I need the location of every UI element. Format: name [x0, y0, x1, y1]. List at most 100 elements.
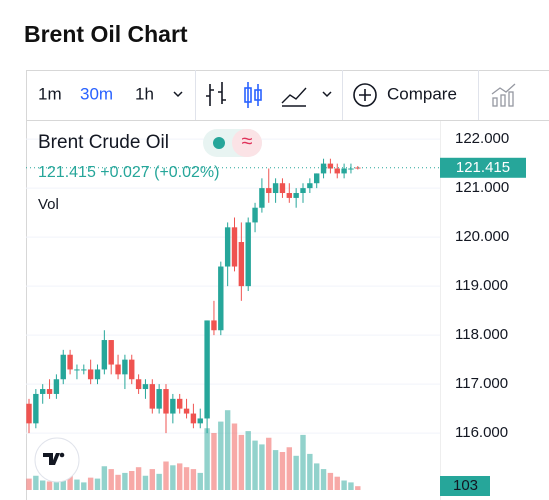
candle-body [115, 364, 121, 375]
toggle-right[interactable] [232, 129, 262, 157]
candle-body [224, 227, 231, 267]
candle-body [314, 173, 320, 184]
volume-bar [197, 472, 203, 490]
volume-bar [156, 473, 162, 490]
volume-bar [245, 431, 251, 490]
volume-bar [46, 481, 53, 490]
volume-bar [231, 423, 238, 490]
volume-bar [108, 469, 114, 490]
volume-bar [341, 480, 347, 490]
candle-body [218, 266, 224, 331]
compare-plus[interactable] [359, 89, 371, 101]
candle-body [108, 340, 114, 365]
candle-body [327, 163, 334, 169]
candle-body [279, 183, 286, 194]
volume-bar [183, 467, 190, 490]
candle-body [238, 242, 245, 287]
volume-bar [115, 474, 121, 490]
candle-body [334, 168, 340, 174]
volume-bar [314, 463, 320, 490]
volume-bar [81, 482, 87, 490]
legend-values: 121.415 +0.027 (+0.02%) [38, 164, 219, 181]
compare-button[interactable]: Compare [387, 84, 457, 103]
volume-bar [67, 472, 73, 490]
volume-bar [272, 450, 279, 490]
volume-bar [266, 437, 272, 490]
candle-body [156, 389, 162, 409]
interval-button[interactable]: 30m [80, 84, 113, 103]
candle-body [163, 389, 169, 414]
volume-bar [348, 482, 354, 490]
y-tick-label: 122.000 [455, 130, 509, 147]
y-tick-label: 119.000 [455, 277, 508, 294]
interval-button[interactable]: 1m [38, 84, 62, 103]
candle-body [101, 340, 108, 370]
logo-dot [59, 452, 65, 458]
bars-icon[interactable] [206, 82, 226, 106]
volume-bar [252, 440, 258, 490]
candle-body [307, 183, 313, 189]
candle-body [231, 227, 238, 267]
last-price-label: 121.415 [456, 159, 510, 176]
compare-icon[interactable] [353, 83, 377, 107]
toggle-dot [213, 137, 225, 149]
candle-body [286, 193, 292, 198]
y-tick-label: 116.000 [455, 424, 508, 441]
candle-body [26, 403, 32, 424]
volume-value-box [440, 476, 490, 496]
plot-area [26, 138, 440, 490]
candle-body [266, 188, 272, 194]
volume-bar [129, 471, 135, 490]
candle-body [341, 168, 347, 174]
candle-body [40, 389, 46, 394]
y-tick-label: 118.000 [455, 326, 508, 343]
candle-body [122, 359, 128, 375]
volume-bar [74, 479, 80, 490]
y-tick-label: 117.000 [455, 375, 508, 392]
volume-bar [177, 463, 183, 490]
volume-bar [238, 434, 245, 490]
interval-button[interactable]: 1h [135, 84, 154, 103]
candle-body [183, 408, 190, 414]
volume-bar [135, 467, 142, 490]
candle-body [320, 163, 327, 174]
candle-body [211, 320, 217, 331]
candle-body [74, 369, 80, 371]
volume-label: Vol [38, 196, 59, 213]
candle-body [197, 418, 203, 424]
candle-body [142, 384, 149, 390]
volume-bar [334, 476, 340, 490]
volume-bar [300, 434, 306, 490]
area-icon[interactable] [281, 87, 307, 107]
chart-type-dropdown[interactable] [322, 91, 332, 98]
volume-bar [224, 410, 231, 490]
volume-bar [320, 469, 327, 490]
volume-bar [307, 453, 313, 490]
candle-body [348, 168, 354, 170]
volume-bar [218, 421, 224, 490]
volume-bar [286, 447, 292, 490]
candle-body [355, 167, 361, 169]
last-price-box [440, 157, 526, 178]
candle-body [259, 188, 265, 208]
widget-frame [26, 70, 549, 500]
volume-bar [33, 475, 39, 490]
volume-bar [204, 428, 210, 490]
candle-body [245, 222, 251, 287]
volume-bar [122, 472, 128, 490]
volume-bar [87, 477, 94, 490]
candle-body [60, 354, 66, 380]
volume-bar [149, 469, 155, 490]
candle-body [293, 193, 299, 198]
indicators-icon[interactable] [491, 83, 516, 107]
candle-body [53, 379, 60, 394]
candle-body [33, 393, 39, 424]
volume-bar [170, 465, 176, 490]
volume-bar [163, 461, 169, 490]
volume-bar [279, 452, 286, 490]
interval-dropdown[interactable] [173, 91, 183, 98]
candle-body [46, 389, 53, 394]
candles-icon[interactable] [244, 82, 262, 108]
volume-value-label: 103 [453, 477, 478, 494]
